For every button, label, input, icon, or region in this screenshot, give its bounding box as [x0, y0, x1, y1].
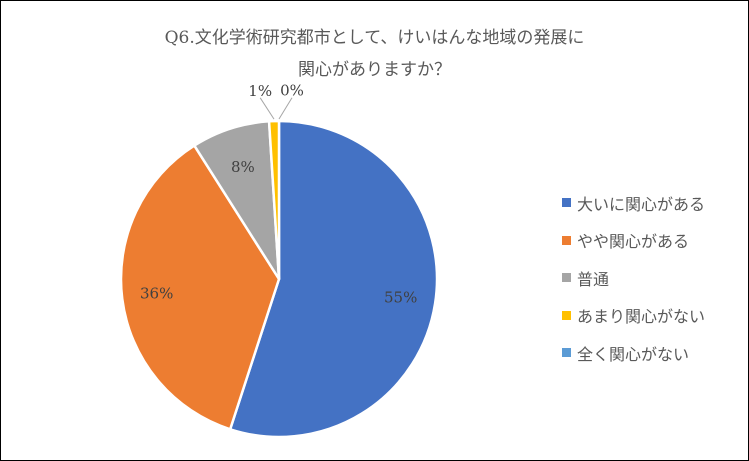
legend-item-5: 全く関心がない	[562, 334, 705, 372]
legend-label-4: あまり関心がない	[577, 307, 706, 327]
legend-item-1: 大いに関心がある	[562, 184, 705, 222]
leader-line-5	[278, 97, 293, 120]
legend-swatch-5	[562, 348, 571, 358]
legend-swatch-2	[562, 235, 571, 245]
data-label-4: 1%	[248, 82, 272, 100]
legend: 大いに関心がある やや関心がある 普通あまり関心がない 全く関心がない	[562, 184, 705, 372]
legend-label-3: 普通	[577, 269, 610, 289]
pie-slice-4	[267, 119, 281, 281]
chart-title: Q6.文化学術研究都市として、けいはんな地域の発展に 関心がありますか？	[0, 22, 749, 86]
data-label-5: 0%	[280, 82, 304, 100]
legend-swatch-4	[562, 310, 571, 320]
legend-item-2: やや関心がある	[562, 222, 705, 260]
pie-slice-1	[228, 119, 439, 439]
data-label-3: 8%	[231, 158, 255, 176]
legend-item-4: あまり関心がない	[562, 297, 705, 335]
legend-label-1: 大いに関心がある	[577, 194, 706, 214]
legend-label-2: やや関心がある	[577, 232, 690, 252]
data-label-1: 55%	[384, 288, 417, 306]
legend-swatch-3	[562, 273, 571, 283]
leader-line-4	[259, 97, 275, 120]
chart-title-line-1: Q6.文化学術研究都市として、けいはんな地域の発展に	[164, 28, 585, 48]
pie-slice-2	[119, 144, 281, 431]
legend-swatch-1	[562, 198, 571, 208]
legend-item-3: 普通	[562, 259, 705, 297]
chart-title-line-2: 関心がありますか？	[298, 60, 451, 80]
legend-label-5: 全く関心がない	[577, 344, 690, 364]
data-label-2: 36%	[140, 284, 173, 302]
